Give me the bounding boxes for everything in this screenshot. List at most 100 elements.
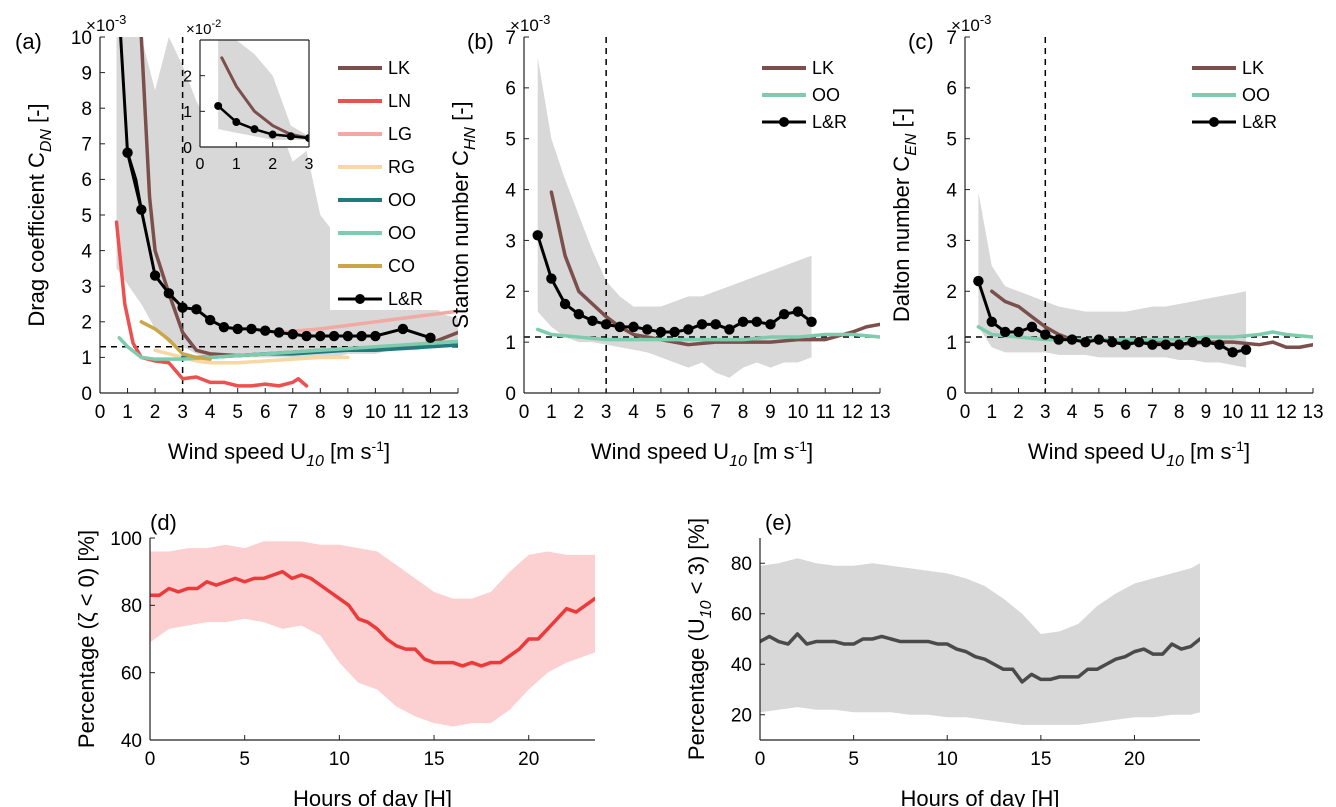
data-point xyxy=(532,230,543,241)
x-tick-label: 3 xyxy=(601,402,612,423)
legend-label: LN xyxy=(388,91,411,111)
x-tick-label: 12 xyxy=(842,402,863,423)
y-tick-label: 3 xyxy=(946,231,957,252)
y-tick-label: 7 xyxy=(946,28,957,49)
x-tick-label: 10 xyxy=(1222,402,1243,423)
data-point xyxy=(1093,334,1105,345)
data-point xyxy=(1107,336,1118,348)
data-point xyxy=(986,316,997,327)
legend: LK OO L&R xyxy=(1192,58,1277,132)
x-tick-label: 12 xyxy=(1276,402,1297,423)
x-tick-label: 15 xyxy=(423,749,444,770)
data-point xyxy=(177,302,188,313)
legend-marker xyxy=(779,117,789,127)
series-line-LG-2 xyxy=(277,309,458,335)
y-tick-label: 60 xyxy=(731,605,752,626)
uncertainty-band xyxy=(537,57,812,378)
x-tick-label: 0 xyxy=(519,402,530,423)
axis-multiplier: ×10-2 xyxy=(186,18,221,38)
legend-label: L&R xyxy=(812,112,847,132)
legend-marker xyxy=(1209,117,1219,127)
y-tick-label: 10 xyxy=(71,28,92,49)
legend-item: L&R xyxy=(338,289,423,309)
panel-label: (b) xyxy=(467,29,494,54)
x-tick-label: 9 xyxy=(765,402,776,423)
axis-multiplier: ×10-3 xyxy=(951,12,991,35)
legend-item: L&R xyxy=(1192,112,1277,132)
x-tick-label: 15 xyxy=(1030,749,1051,770)
y-tick-label: 1 xyxy=(183,104,192,121)
x-tick-label: 12 xyxy=(420,402,441,423)
data-point xyxy=(1120,339,1131,350)
x-axis-label: Wind speed U10 [m s-1] xyxy=(168,438,390,470)
legend-item: OO xyxy=(1192,85,1270,105)
x-tick-label: 1 xyxy=(122,402,133,423)
x-axis-label: Wind speed U10 [m s-1] xyxy=(591,438,813,470)
y-tick-label: 0 xyxy=(183,140,192,157)
legend-item: RG xyxy=(338,157,415,177)
x-tick-label: 3 xyxy=(305,156,314,173)
data-point xyxy=(163,288,175,299)
y-tick-label: 80 xyxy=(121,596,142,617)
y-tick-label: 6 xyxy=(81,170,92,191)
series-line-main-8 xyxy=(119,37,143,212)
uncertainty-band xyxy=(150,541,595,727)
x-tick-label: 5 xyxy=(1094,402,1105,423)
data-point xyxy=(356,330,367,342)
data-point xyxy=(191,304,202,315)
legend-label: OO xyxy=(1242,85,1270,105)
data-point xyxy=(546,273,557,284)
x-tick-label: 9 xyxy=(343,402,354,423)
series-line-RG-3 xyxy=(153,348,350,365)
x-tick-label: 5 xyxy=(848,749,859,770)
x-tick-label: 9 xyxy=(1201,402,1212,423)
legend-label: OO xyxy=(812,85,840,105)
series-line-CO-6 xyxy=(139,320,212,361)
legend-label: LG xyxy=(388,124,412,144)
data-point xyxy=(1133,336,1145,348)
panel-ai-inset: 0 1 2 3 0 1 2 ×10-2 xyxy=(183,18,313,173)
data-point xyxy=(1080,336,1091,348)
data-point xyxy=(1147,339,1158,350)
y-tick-label: 2 xyxy=(946,282,957,303)
x-tick-label: 5 xyxy=(656,402,667,423)
x-tick-label: 10 xyxy=(787,402,808,423)
data-point xyxy=(655,326,667,338)
data-point xyxy=(273,327,285,338)
x-tick-label: 13 xyxy=(447,402,468,423)
data-point xyxy=(669,326,680,338)
y-tick-label: 7 xyxy=(505,28,516,49)
data-point xyxy=(751,316,762,327)
y-tick-label: 0 xyxy=(505,384,516,405)
x-tick-label: 5 xyxy=(232,402,243,423)
x-tick-label: 7 xyxy=(287,402,298,423)
data-point xyxy=(425,332,436,344)
y-tick-label: 5 xyxy=(81,206,92,227)
data-point xyxy=(559,298,571,310)
series-line-main-0 xyxy=(150,569,595,668)
data-point xyxy=(287,329,298,340)
x-tick-label: 13 xyxy=(869,402,890,423)
data-point xyxy=(973,275,984,287)
x-tick-label: 11 xyxy=(815,402,835,423)
x-tick-label: 13 xyxy=(1302,402,1323,423)
x-tick-label: 2 xyxy=(573,402,584,423)
data-point xyxy=(628,321,639,333)
x-tick-label: 0 xyxy=(145,749,156,770)
y-tick-label: 1 xyxy=(946,333,957,354)
legend-label: OO xyxy=(388,223,416,243)
data-point xyxy=(792,306,804,317)
data-point xyxy=(232,118,241,127)
y-tick-label: 6 xyxy=(946,79,957,100)
legend-label: L&R xyxy=(388,289,423,309)
legend-item: OO xyxy=(338,223,416,243)
x-tick-label: 2 xyxy=(150,402,161,423)
panel-label: (e) xyxy=(765,510,792,535)
legend-label: CO xyxy=(388,256,415,276)
series-line-LK-0 xyxy=(549,190,880,347)
x-tick-label: 8 xyxy=(738,402,749,423)
data-point xyxy=(218,321,230,333)
y-axis-label: Drag coefficient CDN [-] xyxy=(24,103,55,326)
y-axis-label: Percentage (ζ < 0) [%] xyxy=(74,530,99,748)
